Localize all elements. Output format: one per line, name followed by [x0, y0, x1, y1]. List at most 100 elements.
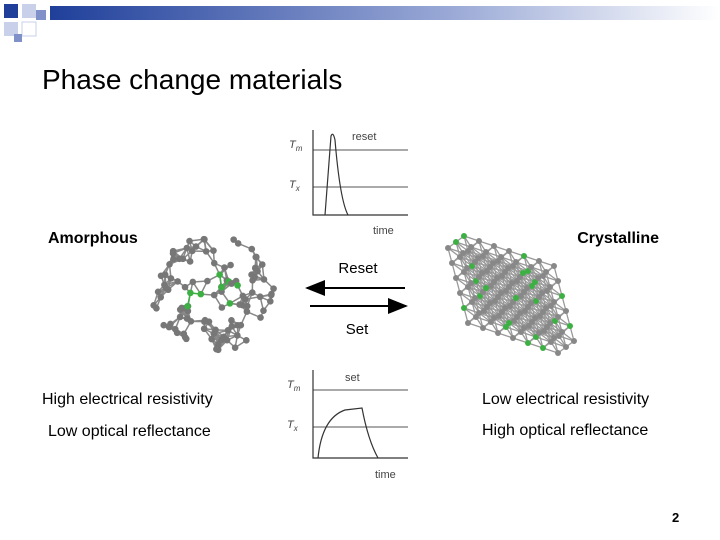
- atom: [218, 304, 226, 311]
- atom: [187, 318, 195, 325]
- atom: [453, 239, 459, 245]
- atom: [461, 305, 467, 311]
- atom: [218, 283, 225, 291]
- atom: [483, 285, 489, 291]
- atom: [216, 271, 223, 278]
- atom: [253, 253, 260, 261]
- atom: [213, 345, 220, 353]
- atom: [230, 236, 237, 243]
- atom: [242, 295, 249, 303]
- atom: [188, 247, 196, 255]
- atom: [170, 255, 177, 263]
- atom: [524, 285, 530, 291]
- atom: [228, 323, 236, 330]
- atom: [536, 258, 542, 264]
- sub: x: [295, 184, 301, 193]
- atom: [249, 277, 256, 284]
- atom: [498, 290, 504, 296]
- sub: m: [294, 384, 301, 393]
- atom: [258, 261, 266, 268]
- atom: [173, 329, 181, 337]
- atom: [475, 255, 481, 261]
- atom: [243, 308, 251, 315]
- atom: [228, 316, 235, 324]
- atom: [260, 276, 268, 283]
- page-number: 2: [672, 510, 679, 525]
- atom: [248, 245, 256, 253]
- axes: [312, 370, 408, 459]
- atom: [491, 315, 497, 321]
- atom: [267, 298, 274, 305]
- atom: [251, 264, 259, 272]
- atom: [547, 320, 553, 326]
- atom: [460, 250, 466, 256]
- atom: [270, 285, 277, 292]
- atom: [472, 295, 478, 301]
- atom: [166, 260, 173, 268]
- atom: [237, 321, 245, 329]
- atom: [202, 248, 210, 255]
- atom: [547, 284, 553, 290]
- right-line1: Low electrical resistivity: [482, 391, 649, 408]
- atom: [543, 269, 549, 275]
- atom: [506, 320, 512, 326]
- atom: [559, 329, 565, 335]
- sub: m: [296, 144, 303, 153]
- atom: [532, 315, 538, 321]
- base: T: [289, 179, 297, 191]
- atom: [468, 244, 474, 250]
- atom: [210, 330, 218, 338]
- atom: [165, 323, 173, 331]
- reset-graph: reset time Tm Tx: [289, 130, 408, 237]
- atom: [167, 275, 175, 282]
- atom: [174, 278, 182, 285]
- crystalline-label: Crystalline: [577, 230, 659, 247]
- atom: [243, 302, 251, 310]
- atom: [461, 233, 467, 239]
- axes: [312, 130, 408, 216]
- atom: [184, 302, 191, 310]
- atom: [181, 283, 189, 291]
- atom: [506, 248, 512, 254]
- atom: [197, 290, 205, 298]
- molecule-images: [150, 233, 577, 356]
- graph-label: reset: [352, 131, 376, 143]
- atom: [169, 250, 177, 257]
- atom: [505, 265, 511, 271]
- tx-label: Tx: [289, 179, 301, 193]
- atom: [483, 249, 489, 255]
- base: T: [287, 379, 295, 391]
- atom: [221, 264, 228, 271]
- atom: [480, 325, 486, 331]
- atom: [540, 345, 546, 351]
- atom: [517, 310, 523, 316]
- pulse: [324, 133, 349, 216]
- atom: [465, 320, 471, 326]
- left-line1: High electrical resistivity: [42, 391, 213, 408]
- atom: [183, 244, 191, 252]
- atom: [267, 291, 275, 299]
- atom: [476, 310, 482, 316]
- atom: [559, 293, 565, 299]
- right-line2: High optical reflectance: [482, 422, 648, 439]
- atom: [162, 284, 170, 292]
- atom: [479, 270, 485, 276]
- atom: [498, 254, 504, 260]
- atom: [204, 277, 211, 285]
- atom: [445, 245, 451, 251]
- atom: [528, 264, 534, 270]
- atom: [208, 335, 215, 343]
- set-arrow-label: Set: [346, 321, 369, 338]
- atom: [567, 323, 573, 329]
- title: Phase change materials: [42, 64, 342, 95]
- atom: [157, 272, 165, 280]
- atom: [449, 260, 455, 266]
- decoration: [4, 4, 720, 42]
- atom: [539, 290, 545, 296]
- atom: [495, 330, 501, 336]
- tm-label: Tm: [287, 379, 301, 393]
- atom: [200, 325, 208, 333]
- atom: [184, 307, 192, 315]
- pulse: [317, 407, 379, 459]
- atom: [248, 289, 256, 296]
